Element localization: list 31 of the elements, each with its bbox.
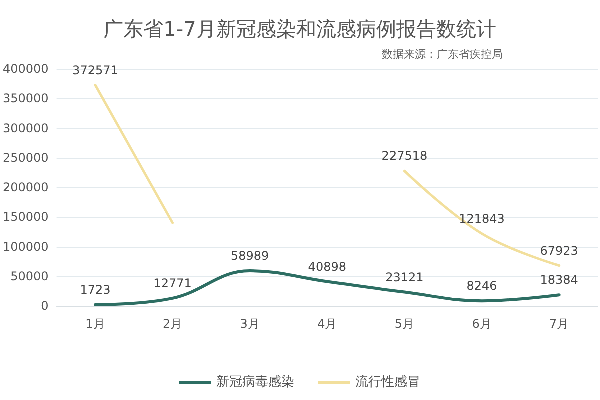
data-label: 12771 — [154, 276, 192, 290]
x-tick-label: 2月 — [162, 317, 183, 331]
x-tick-label: 5月 — [394, 317, 415, 331]
data-label: 23121 — [386, 270, 424, 284]
data-label: 40898 — [308, 260, 346, 274]
x-tick-label: 6月 — [472, 317, 492, 331]
y-tick-label: 150000 — [2, 210, 49, 224]
data-label: 18384 — [540, 273, 578, 288]
y-tick-label: 200000 — [2, 180, 49, 194]
y-tick-label: 400000 — [2, 62, 49, 76]
chart-subtitle: 数据来源：广东省疾控局 — [382, 48, 503, 61]
y-tick-label: 350000 — [2, 92, 49, 106]
data-label: 227518 — [382, 149, 428, 164]
y-tick-label: 50000 — [10, 269, 49, 284]
x-tick-label: 1月 — [86, 317, 106, 331]
y-tick-label: 100000 — [2, 240, 49, 254]
data-label: 372571 — [72, 63, 118, 78]
data-label: 8246 — [466, 279, 498, 294]
y-tick-label: 0 — [41, 299, 49, 313]
x-tick-label: 4月 — [318, 317, 338, 331]
y-tick-label: 250000 — [2, 150, 49, 165]
legend-label: 新冠病毒感染 — [216, 375, 294, 390]
x-tick-label: 7月 — [550, 317, 570, 331]
chart-title: 广东省1-7月新冠感染和流感病例报告数统计 — [104, 17, 496, 41]
data-label: 67923 — [540, 244, 578, 258]
x-tick-label: 3月 — [240, 317, 260, 331]
data-label: 1723 — [80, 282, 111, 297]
data-label: 58989 — [230, 249, 270, 264]
y-tick-label: 300000 — [2, 121, 49, 136]
legend-label: 流行性感冒 — [356, 374, 420, 390]
data-label: 121843 — [459, 212, 505, 226]
